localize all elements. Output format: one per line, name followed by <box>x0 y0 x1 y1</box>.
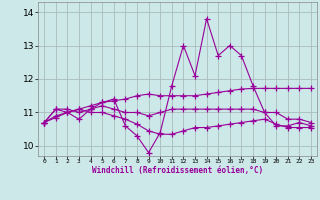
X-axis label: Windchill (Refroidissement éolien,°C): Windchill (Refroidissement éolien,°C) <box>92 166 263 175</box>
